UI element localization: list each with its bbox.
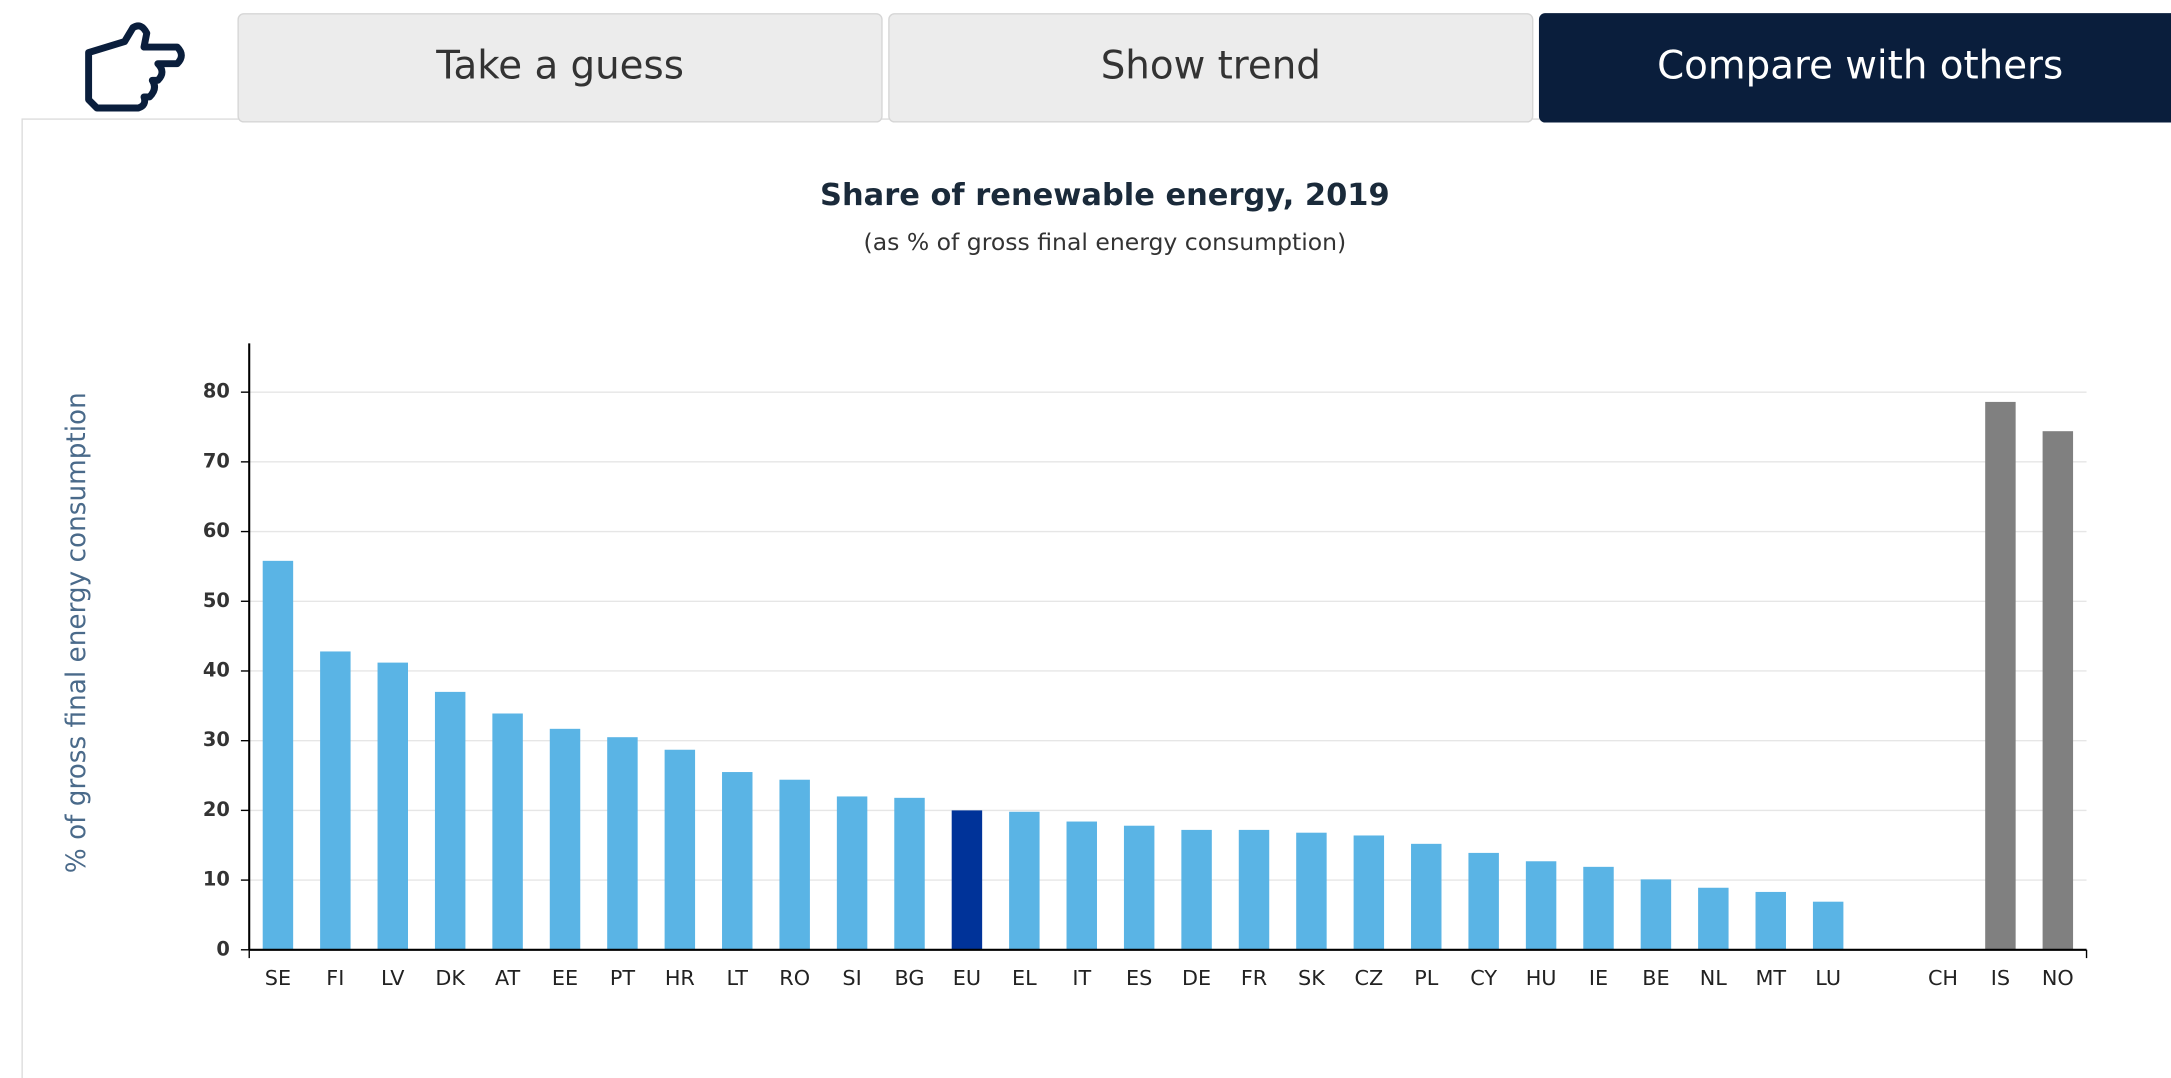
tab[interactable] — [888, 13, 1534, 123]
x-tick-label: CH — [1928, 966, 1958, 990]
bar — [836, 796, 868, 950]
x-tick-label: BG — [895, 966, 925, 990]
y-tick-label: 20 — [203, 798, 230, 821]
y-tick-label: 50 — [203, 589, 230, 612]
y-tick-label: 30 — [203, 728, 230, 751]
bar — [1812, 901, 1844, 950]
x-tick-label: IT — [1072, 966, 1091, 990]
bar — [1468, 852, 1499, 950]
bar — [434, 691, 466, 950]
x-tick-label: NO — [2042, 966, 2074, 990]
x-tick-label: MT — [1755, 966, 1786, 990]
bar — [722, 772, 753, 950]
x-tick-label: IS — [1991, 966, 2010, 990]
x-tick-label: IE — [1589, 966, 1608, 990]
bar — [1525, 861, 1557, 950]
bar — [1698, 887, 1729, 950]
bar — [664, 749, 696, 950]
bar — [1066, 821, 1097, 950]
x-tick-label: HR — [665, 966, 695, 990]
bar — [492, 713, 523, 950]
y-tick-label: 80 — [203, 380, 230, 403]
tab[interactable] — [1538, 13, 2171, 123]
tab-label[interactable]: Show trend — [1101, 43, 1321, 88]
bar — [951, 810, 983, 950]
x-tick-label: PT — [610, 966, 636, 990]
chart-subtitle: (as % of gross final energy consumption) — [864, 228, 1347, 256]
x-tick-label: LU — [1815, 966, 1841, 990]
x-tick-label: LV — [381, 966, 405, 990]
bar — [1640, 879, 1672, 950]
x-tick-label: DE — [1182, 966, 1211, 990]
bar — [549, 728, 581, 950]
bar — [1353, 835, 1385, 950]
bar — [894, 797, 925, 950]
x-tick-label: PL — [1414, 966, 1439, 990]
x-tick-label: CZ — [1354, 966, 1383, 990]
x-tick-label: NL — [1700, 966, 1728, 990]
tab[interactable] — [237, 13, 883, 123]
bar — [1009, 811, 1040, 950]
bar — [607, 737, 638, 950]
y-tick-label: 10 — [203, 868, 230, 891]
x-tick-label: RO — [779, 966, 810, 990]
bar — [1296, 832, 1327, 950]
y-tick-label: 60 — [203, 519, 230, 542]
bar — [1181, 829, 1212, 950]
x-tick-label: SE — [265, 966, 291, 990]
x-tick-label: FI — [326, 966, 344, 990]
bar — [1583, 866, 1614, 950]
x-tick-label: AT — [495, 966, 521, 990]
bar — [779, 779, 810, 950]
tab-label[interactable]: Take a guess — [435, 43, 684, 88]
bar — [1985, 401, 2016, 950]
x-tick-label: FR — [1241, 966, 1267, 990]
bar — [1411, 843, 1442, 950]
x-tick-label: LT — [727, 966, 749, 990]
x-tick-label: EL — [1012, 966, 1037, 990]
chart-title: Share of renewable energy, 2019 — [820, 178, 1390, 213]
tab-label[interactable]: Compare with others — [1657, 43, 2063, 88]
y-axis-label: % of gross final energy consumption — [62, 392, 92, 873]
x-tick-label: SK — [1298, 966, 1326, 990]
y-tick-label: 40 — [203, 658, 230, 681]
bar — [1238, 829, 1270, 950]
hand-icon — [85, 22, 185, 112]
x-tick-label: BE — [1642, 966, 1669, 990]
x-tick-label: DK — [435, 966, 466, 990]
x-tick-label: HU — [1526, 966, 1557, 990]
x-tick-label: CY — [1470, 966, 1497, 990]
x-tick-label: ES — [1126, 966, 1152, 990]
bar — [320, 651, 351, 950]
y-tick-label: 0 — [216, 937, 229, 960]
x-tick-label: EU — [953, 966, 981, 990]
bar — [1123, 825, 1155, 950]
bar — [377, 662, 408, 950]
bar — [2042, 431, 2074, 950]
y-tick-label: 70 — [203, 449, 230, 472]
x-tick-label: EE — [552, 966, 578, 990]
x-tick-label: SI — [842, 966, 861, 990]
bar — [1755, 891, 1786, 950]
bar — [262, 560, 294, 950]
